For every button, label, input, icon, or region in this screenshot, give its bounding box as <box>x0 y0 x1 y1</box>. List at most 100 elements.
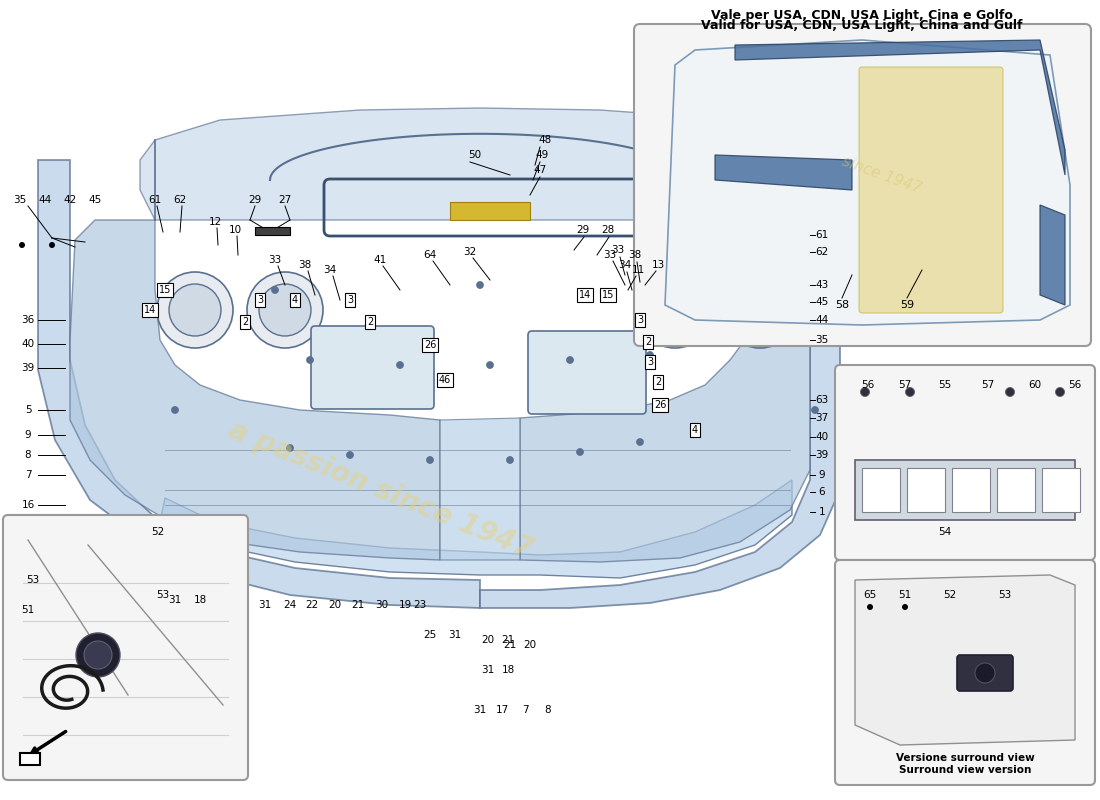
Circle shape <box>258 284 311 336</box>
Text: 2: 2 <box>645 337 651 347</box>
Text: Valid for USA, CDN, USA Light, China and Gulf: Valid for USA, CDN, USA Light, China and… <box>702 19 1023 32</box>
Text: 2: 2 <box>654 377 661 387</box>
Text: 57: 57 <box>899 380 912 390</box>
Text: 26: 26 <box>653 400 667 410</box>
Text: 9: 9 <box>818 470 825 480</box>
Text: 15: 15 <box>158 285 172 295</box>
Text: 2: 2 <box>242 317 249 327</box>
Text: 53: 53 <box>156 590 169 600</box>
Text: 4: 4 <box>292 295 298 305</box>
Circle shape <box>307 357 314 363</box>
Bar <box>450 202 530 220</box>
Text: 29: 29 <box>576 225 590 235</box>
Text: a passion since 1947: a passion since 1947 <box>223 416 537 564</box>
Text: 63: 63 <box>815 395 828 405</box>
Text: 58: 58 <box>835 300 849 310</box>
Text: 26: 26 <box>424 340 437 350</box>
Text: 19: 19 <box>398 600 411 610</box>
Text: 44: 44 <box>815 315 828 325</box>
Text: 18: 18 <box>502 665 515 675</box>
Text: 36: 36 <box>21 315 34 325</box>
Circle shape <box>676 286 683 294</box>
Text: 34: 34 <box>618 260 631 270</box>
Text: 62: 62 <box>174 195 187 205</box>
Text: 41: 41 <box>373 255 386 265</box>
Text: 45: 45 <box>815 297 828 307</box>
Text: 29: 29 <box>249 195 262 205</box>
Text: 39: 39 <box>815 450 828 460</box>
Text: 60: 60 <box>1028 380 1042 390</box>
Polygon shape <box>735 40 1065 175</box>
Text: 54: 54 <box>938 527 952 537</box>
Text: 31: 31 <box>168 595 182 605</box>
Circle shape <box>172 406 178 414</box>
Text: 49: 49 <box>536 150 549 160</box>
Text: 31: 31 <box>258 600 272 610</box>
Text: 39: 39 <box>21 363 34 373</box>
Text: 33: 33 <box>604 250 617 260</box>
Text: 40: 40 <box>21 339 34 349</box>
Text: 35: 35 <box>13 195 26 205</box>
Text: 62: 62 <box>815 247 828 257</box>
Text: 8: 8 <box>544 705 551 715</box>
Polygon shape <box>480 160 840 608</box>
Text: 52: 52 <box>152 527 165 537</box>
Text: 53: 53 <box>999 590 1012 600</box>
Text: 7: 7 <box>521 705 528 715</box>
Polygon shape <box>855 575 1075 745</box>
Circle shape <box>346 451 353 458</box>
Text: 31: 31 <box>449 630 462 640</box>
Text: 14: 14 <box>144 305 156 315</box>
Circle shape <box>566 357 573 363</box>
FancyBboxPatch shape <box>528 331 646 414</box>
FancyBboxPatch shape <box>835 365 1094 560</box>
Circle shape <box>637 438 644 446</box>
Circle shape <box>867 604 873 610</box>
Text: 15: 15 <box>602 290 614 300</box>
Text: 8: 8 <box>24 450 31 460</box>
Text: 61: 61 <box>815 230 828 240</box>
Text: 47: 47 <box>534 165 547 175</box>
Text: 64: 64 <box>424 250 437 260</box>
Bar <box>1042 468 1080 512</box>
Text: 33: 33 <box>612 245 625 255</box>
Text: 38: 38 <box>298 260 311 270</box>
Polygon shape <box>520 220 810 562</box>
Text: 21: 21 <box>351 600 364 610</box>
Circle shape <box>272 286 278 294</box>
Text: 30: 30 <box>375 600 388 610</box>
Circle shape <box>860 387 869 397</box>
Text: since 1947: since 1947 <box>840 154 924 196</box>
Text: 55: 55 <box>938 380 952 390</box>
Text: 1: 1 <box>818 507 825 517</box>
Circle shape <box>905 387 914 397</box>
Polygon shape <box>715 155 852 190</box>
Text: 5: 5 <box>24 405 31 415</box>
Bar <box>862 468 900 512</box>
Circle shape <box>396 362 404 369</box>
Text: 6: 6 <box>818 487 825 497</box>
Circle shape <box>975 663 996 683</box>
Text: 13: 13 <box>651 260 664 270</box>
Circle shape <box>427 457 433 463</box>
Circle shape <box>157 272 233 348</box>
Circle shape <box>248 272 323 348</box>
Bar <box>997 468 1035 512</box>
Text: 65: 65 <box>864 590 877 600</box>
Circle shape <box>902 604 908 610</box>
Circle shape <box>637 272 713 348</box>
Circle shape <box>812 406 818 414</box>
Text: 3: 3 <box>637 315 644 325</box>
FancyBboxPatch shape <box>835 560 1094 785</box>
Bar <box>255 227 290 235</box>
Text: 48: 48 <box>538 135 551 145</box>
Bar <box>855 460 1075 520</box>
Text: 59: 59 <box>900 300 914 310</box>
Text: 3: 3 <box>257 295 263 305</box>
Text: 21: 21 <box>504 640 517 650</box>
Circle shape <box>76 633 120 677</box>
Circle shape <box>506 457 514 463</box>
Text: Versione surround view: Versione surround view <box>895 753 1034 763</box>
Polygon shape <box>70 220 440 560</box>
Polygon shape <box>440 418 520 560</box>
